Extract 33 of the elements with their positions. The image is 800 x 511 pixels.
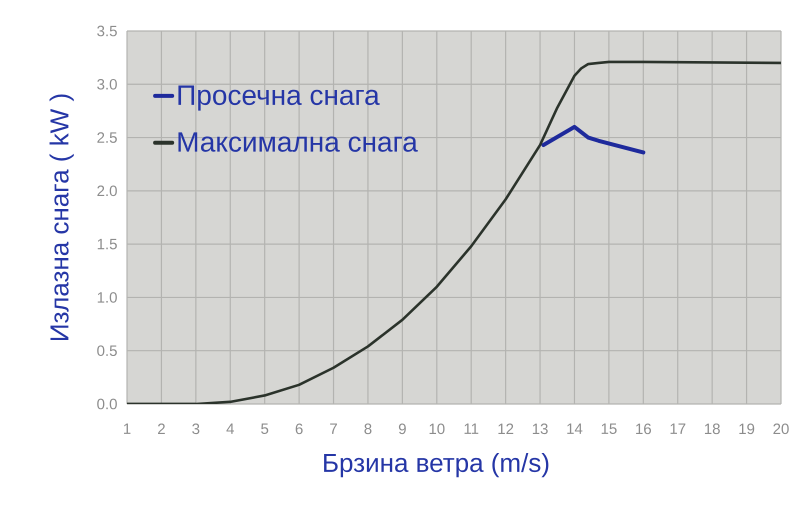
line-series	[541, 124, 646, 154]
x-tick-label: 15	[602, 424, 617, 434]
y-tick-label: 3.5	[97, 26, 117, 36]
y-tick-label: 2.5	[97, 132, 117, 143]
y-tick-label: 0.0	[97, 398, 117, 410]
x-tick-label: 18	[704, 424, 720, 434]
x-axis-title: Брзина ветра (m/s)	[324, 453, 548, 478]
y-tick-label: 2.0	[97, 186, 117, 196]
y-tick-label: 1.5	[98, 238, 117, 250]
legend-label: Максимална снага	[178, 132, 418, 152]
x-tick-label: 14	[567, 424, 582, 434]
x-tick-label: 4	[226, 424, 234, 434]
x-tick-label: 6	[296, 424, 303, 434]
y-axis-title: Излазна снага ( kW )	[50, 94, 74, 340]
y-tick-label: 3.0	[97, 78, 117, 90]
x-tick-label: 17	[670, 424, 686, 434]
x-tick-label: 13	[532, 424, 548, 434]
y-tick-label: 1.0	[98, 292, 117, 303]
x-tick-label: 20	[773, 424, 789, 434]
x-tick-label: 11	[464, 424, 478, 434]
x-tick-label: 16	[636, 424, 651, 434]
x-tick-label: 9	[398, 424, 406, 434]
x-tick-label: 10	[430, 424, 445, 434]
x-tick-label: 1	[124, 424, 130, 434]
legend-label: Просечна снага	[178, 86, 380, 111]
x-tick-label: 3	[192, 424, 200, 434]
y-tick-label: 0.5	[97, 345, 117, 356]
x-tick-label: 8	[364, 424, 372, 434]
x-tick-label: 7	[330, 424, 337, 434]
x-tick-label: 19	[739, 424, 754, 434]
x-tick-label: 5	[261, 424, 268, 434]
x-tick-label: 2	[158, 424, 165, 434]
x-tick-label: 12	[498, 424, 514, 434]
